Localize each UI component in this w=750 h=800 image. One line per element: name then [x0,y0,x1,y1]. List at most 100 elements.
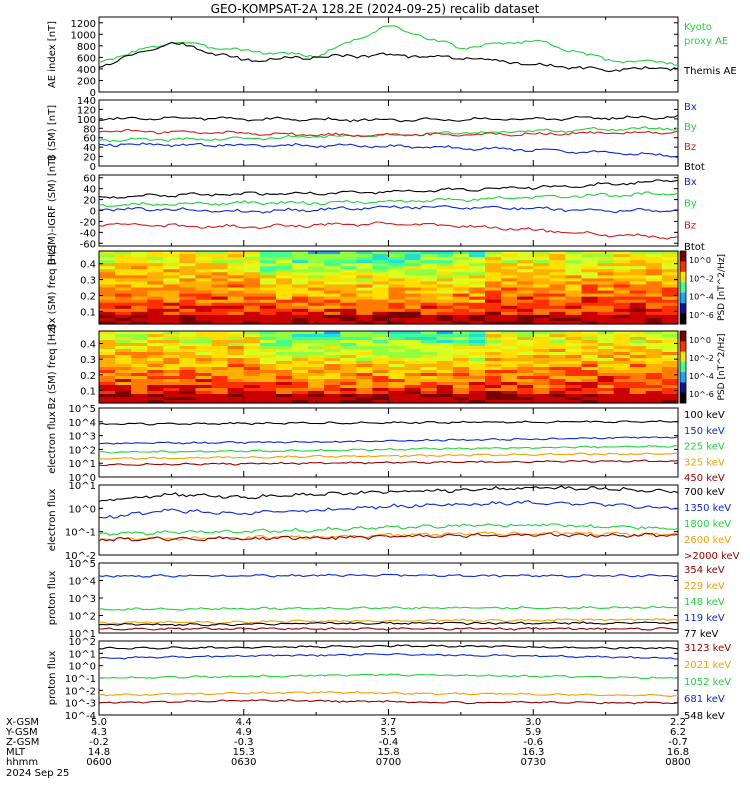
heatmap-cell [549,299,567,304]
heatmap-cell [597,305,615,310]
heatmap-cell [420,275,438,279]
heatmap-cell [517,284,534,289]
heatmap-cell [661,346,679,350]
heatmap-cell [340,251,357,255]
heatmap-cell [356,314,374,319]
heatmap-cell [227,275,245,279]
heatmap-cell [99,337,116,341]
heatmap-cell [147,349,164,353]
heatmap-cell [372,361,390,365]
heatmap-cell [388,311,406,316]
heatmap-cell [420,346,438,350]
series-line [98,485,679,502]
heatmap-cell [404,287,422,292]
heatmap-cell [420,364,438,368]
log-tick-label: 10^-4 [65,711,96,722]
heatmap-cell [227,299,245,304]
colorbar-label: PSD [nT^2/Hz] [717,334,727,401]
heatmap-cell [259,355,277,359]
heatmap-cell [420,290,438,295]
heatmap-cell [227,367,245,371]
heatmap-cell [388,257,406,261]
heatmap-cell [661,290,679,295]
series-line [98,142,679,159]
heatmap-cell [565,379,583,383]
log-tick-label: 10^2 [69,445,96,456]
heatmap-cell [581,379,599,383]
heatmap-cell [565,334,583,338]
heatmap-cell [420,320,438,325]
heatmap-cell [629,275,647,279]
heatmap-cell [275,334,293,338]
heatmap-cell [468,334,486,338]
heatmap-cell [581,361,599,365]
colorbar-tick-label: 10^-6 [689,390,714,399]
time-axis-row-label: Y-GSM [5,727,38,738]
heatmap-cell [308,373,325,377]
heatmap-cell [436,263,454,267]
heatmap-cell [372,302,390,307]
heatmap-cell [131,269,148,273]
heatmap-cell [436,373,454,377]
heatmap-cell [308,391,325,395]
heatmap-cell [340,385,357,389]
heatmap-cell [452,302,470,307]
heatmap-cell [131,340,148,344]
heatmap-cell [163,260,181,264]
colorbar-tick-label: 10^-6 [689,311,714,320]
heatmap-cell [324,281,341,286]
heatmap-cell [275,320,293,325]
heatmap-cell [179,257,197,261]
heatmap-cell [324,320,341,325]
heatmap-cell [565,296,583,301]
heatmap-cell [195,284,213,289]
heatmap-cell [147,370,164,374]
heatmap-cell [501,263,518,267]
heatmap-cell [581,269,599,273]
heatmap-cell [243,287,261,292]
heatmap-cell [501,367,518,371]
panel-6: electron flux10^010^110^210^310^410^5100… [47,404,725,484]
heatmap-cell [372,331,390,335]
heatmap-cell [163,355,181,359]
heatmap-cell [259,281,277,286]
heatmap-cell [661,352,679,356]
time-axis-tick-value: 16.3 [522,747,544,758]
heatmap-cell [468,269,486,273]
heatmap-cell [452,352,470,356]
heatmap-cell [163,266,181,270]
heatmap-cell [372,293,390,298]
heatmap-cell [292,290,309,295]
heatmap-cell [549,370,567,374]
heatmap-cell [259,299,277,304]
heatmap-cell [436,266,454,270]
heatmap-cell [99,260,116,264]
heatmap-cell [533,340,550,344]
heatmap-cell [340,272,357,276]
time-axis-row-label: MLT [6,747,26,758]
log-tick-label: 10^5 [69,404,96,415]
heatmap-cell [227,281,245,286]
heatmap-cell [613,311,631,316]
heatmap-cell [147,391,164,395]
heatmap-cell [372,382,390,386]
series-line [98,459,679,467]
panel-4: Bx (SM) freq [Hz] 0.10.20.30.4 10^010^-210… [47,245,727,331]
heatmap-cell [227,379,245,383]
heatmap-cell [404,346,422,350]
heatmap-cell [388,355,406,359]
heatmap-cell [452,391,470,395]
heatmap-cell [597,278,615,283]
heatmap-cell [99,367,116,371]
series-line [98,500,679,519]
heatmap-cell [613,308,631,313]
heatmap-cell [549,394,567,398]
heatmap-cell [613,284,631,289]
heatmap-cell [243,361,261,365]
heatmap-cell [436,376,454,380]
heatmap-cell [501,278,518,283]
heatmap-cell [661,349,679,353]
heatmap-cell [404,331,422,335]
